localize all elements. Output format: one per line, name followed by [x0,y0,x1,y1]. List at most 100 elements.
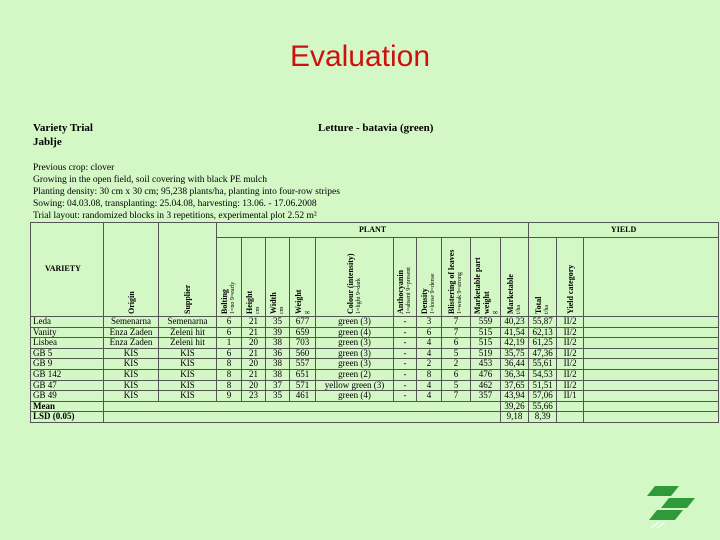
header-text-box: Bolting 1=no 9=early [220,239,238,314]
table-cell: 55,61 [528,358,558,370]
table-cell: 4 [416,390,442,402]
table-cell: KIS [158,368,217,381]
header-text-box: Yield category [566,239,575,314]
header-text: Width [268,292,278,314]
table-cell: 6 [216,316,242,328]
table-cell: green (3) [315,337,394,349]
table-cell: Vanity [30,326,104,339]
table-cell: II/1 [556,390,585,402]
trial-name: Variety Trial [33,122,93,134]
table-cell: - [393,347,417,360]
table-cell: II/2 [556,316,585,328]
header-text: Marketable part weight [473,257,491,314]
table-cell: 39,26 [499,400,530,413]
table-cell: 61,25 [528,337,558,349]
header-text: Marketable [505,274,515,314]
crop-name: Letture - batavia (green) [318,122,434,134]
header-text: Blistering of leaves [447,249,456,314]
group-header: PLANT [215,222,530,238]
table-head: VARIETYOriginSupplierPLANTYIELDCommentsB… [30,222,720,317]
table-cell: 55,87 [528,316,558,328]
header-unit: t/ha [515,305,522,314]
table-cell: 4 [416,347,442,360]
header-cell: Yield category [556,237,585,317]
table-cell: 703 [289,337,316,349]
table-cell [583,379,720,392]
table-cell: green (3) [315,358,394,370]
header-text-box: Blistering of leaves 1=weak 9=strong [447,239,465,314]
header-text-box: Anthocyanin 1=absent 9=present [396,239,414,314]
header-cell: Anthocyanin 1=absent 9=present [393,237,417,317]
table-cell: II/2 [556,347,585,360]
table-cell: Zeleni hit [158,326,217,339]
logo-shape [649,510,683,520]
table-cell: 23 [241,390,266,402]
table-cell: 571 [289,379,316,392]
note-line: Trial layout: randomized blocks in 3 rep… [33,211,317,221]
table-cell: green (3) [315,316,394,328]
note-line: Growing in the open field, soil covering… [33,175,268,185]
table-cell: 20 [241,337,266,349]
header-text-box: Supplier [183,238,192,314]
table-cell [583,347,720,360]
table-cell: GB 47 [30,379,104,392]
header-cell: Total t/ha [528,237,558,317]
table-cell: 39 [265,326,290,339]
table-cell [583,316,720,328]
table-cell [583,400,720,413]
header-text: Supplier [183,284,192,314]
table-cell: 2 [416,358,442,370]
table-cell: green (2) [315,368,394,381]
header-cell: Density 1=loose 9=dense [416,237,442,317]
table-cell: Zeleni hit [158,337,217,349]
table-cell: II/2 [556,358,585,370]
table-cell: GB 5 [30,347,104,360]
table-cell: 3 [416,316,442,328]
table-cell: 8 [216,358,242,370]
table-cell: 476 [470,368,501,381]
table-cell: 35 [265,316,290,328]
table-cell: 55,66 [528,400,558,413]
table-cell: green (4) [315,326,394,339]
table-cell: 20 [241,379,266,392]
data-row: GB 47 KIS KIS 8 20 37 571 yellow green (3) -4 5 46… [30,379,720,392]
table-cell [583,337,720,349]
table-cell: 51,51 [528,379,558,392]
table-cell: green (3) [315,347,394,360]
header-unit: cm [278,306,285,314]
data-row: Lisbea Enza Zaden Zeleni hit 1 20 38 703 green … [30,337,720,349]
table-cell: II/2 [556,368,585,381]
header-text: Colour (intensity) [345,253,355,314]
header-cell: Width cm [265,237,290,317]
table-cell: KIS [158,347,217,360]
table-cell: 7 [441,390,471,402]
table-cell: 20 [241,358,266,370]
header-unit: t/ha [543,305,550,314]
table-cell [556,400,585,413]
header-text: Origin [126,291,136,314]
table-cell: 36,34 [499,368,530,381]
table-cell: 5 [441,347,471,360]
table-cell [583,358,720,370]
table-cell: yellow green (3) [315,379,394,392]
table-cell: 21 [241,316,266,328]
table-cell: Semenarna [103,316,159,328]
table-cell: 42,19 [499,337,530,349]
table-cell: 36,44 [499,358,530,370]
table-cell: II/2 [556,337,585,349]
header-text: Height [244,290,254,314]
note-line: Planting density: 30 cm x 30 cm; 95,238 … [33,187,340,197]
table-cell: 677 [289,316,316,328]
results-table: VARIETYOriginSupplierPLANTYIELDCommentsB… [30,222,720,423]
table-cell: II/2 [556,379,585,392]
table-cell: 515 [470,337,501,349]
table-cell: 560 [289,347,316,360]
summary-row: Mean 39,26 55,66 [30,400,720,413]
header-text: Weight [293,289,303,314]
table-cell: 37 [265,379,290,392]
header-cell: Origin [103,222,159,317]
table-cell [583,390,720,402]
table-cell: 21 [241,326,266,339]
table-cell: 38 [265,368,290,381]
